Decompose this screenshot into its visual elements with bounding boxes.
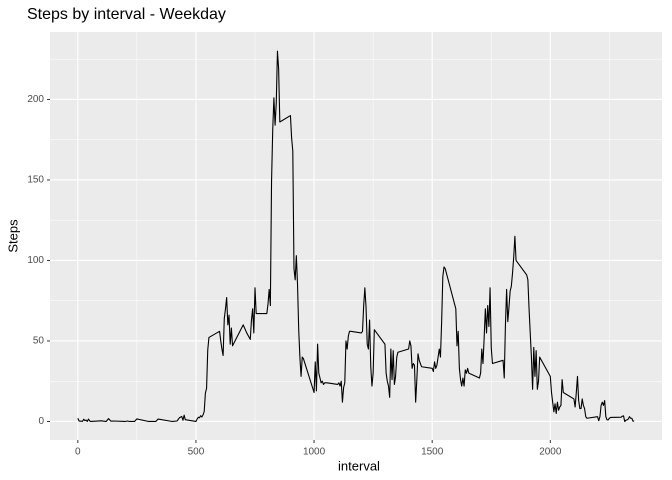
x-tick-label: 2000 bbox=[539, 447, 562, 458]
x-tick-label: 1500 bbox=[421, 447, 444, 458]
x-axis-title: interval bbox=[338, 458, 380, 473]
data-line bbox=[77, 50, 635, 423]
y-tick-label: 100 bbox=[27, 255, 44, 266]
y-tick-label: 0 bbox=[38, 416, 44, 427]
plot-panel bbox=[50, 32, 662, 440]
y-axis-title: Steps bbox=[5, 219, 20, 253]
y-tick-label: 50 bbox=[33, 336, 45, 347]
y-tick-label: 150 bbox=[27, 175, 44, 186]
y-tick-label: 200 bbox=[27, 94, 44, 105]
x-tick-label: 1000 bbox=[303, 447, 326, 458]
chart-title: Steps by interval - Weekday bbox=[27, 6, 226, 23]
x-tick-label: 0 bbox=[75, 447, 81, 458]
x-tick-label: 500 bbox=[188, 447, 205, 458]
